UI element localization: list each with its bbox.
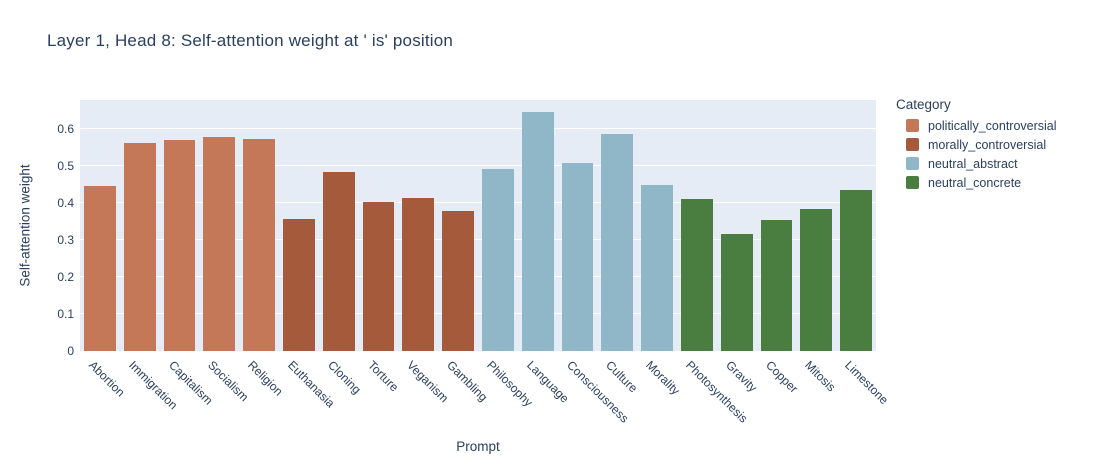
bar-socialism[interactable] — [203, 137, 236, 351]
y-axis-title-text: Self-attention weight — [17, 164, 33, 287]
bar-limestone[interactable] — [840, 190, 872, 351]
bar-veganism[interactable] — [402, 197, 435, 351]
gridline-0.3 — [80, 239, 876, 241]
legend-label-neutral_concrete: neutral_concrete — [928, 175, 1022, 190]
bar-immigration[interactable] — [123, 143, 156, 351]
bar-consciousness[interactable] — [561, 162, 594, 351]
legend-title: Category — [896, 97, 951, 112]
chart-title: Layer 1, Head 8: Self-attention weight a… — [47, 31, 454, 50]
bar-copper[interactable] — [760, 220, 793, 351]
y-tick-label-0.3: 0.3 — [57, 232, 74, 247]
legend-swatch-neutral_abstract — [906, 157, 919, 170]
bar-philosophy[interactable] — [481, 169, 514, 351]
legend-label-morally_controversial: morally_controversial — [928, 137, 1047, 152]
bar-photosynthesis[interactable] — [680, 198, 713, 351]
y-tick-label-0.6: 0.6 — [57, 121, 74, 136]
x-tick-label-torture: Torture — [364, 358, 401, 395]
legend-item-morally_controversial[interactable]: morally_controversial — [906, 137, 1057, 152]
gridline-0.4 — [80, 202, 876, 204]
legend-label-neutral_abstract: neutral_abstract — [928, 156, 1018, 171]
bar-cloning[interactable] — [322, 172, 355, 351]
zero-gridline — [80, 350, 876, 352]
y-tick-label-0.1: 0.1 — [57, 306, 74, 321]
bar-religion[interactable] — [243, 139, 275, 351]
x-axis-title: Prompt — [456, 439, 500, 454]
x-tick-label-abortion: Abortion — [85, 358, 128, 400]
x-tick-label-veganism: Veganism — [404, 358, 452, 406]
bar-abortion[interactable] — [83, 186, 116, 351]
x-tick-label-cloning: Cloning — [324, 358, 364, 397]
bar-torture[interactable] — [362, 202, 395, 351]
legend-item-neutral_concrete[interactable]: neutral_concrete — [906, 175, 1057, 190]
y-tick-label-0.5: 0.5 — [57, 158, 74, 173]
gridline-0.1 — [80, 313, 876, 315]
gridline-0.6 — [80, 128, 876, 130]
legend-label-politically_controversial: politically_controversial — [928, 118, 1057, 133]
x-tick-label-morality: Morality — [643, 358, 683, 398]
bar-capitalism[interactable] — [163, 140, 196, 351]
legend-swatch-neutral_concrete — [906, 176, 919, 189]
bar-culture[interactable] — [601, 134, 634, 351]
x-tick-label-gambling: Gambling — [444, 358, 491, 405]
legend-item-politically_controversial[interactable]: politically_controversial — [906, 118, 1057, 133]
legend-item-neutral_abstract[interactable]: neutral_abstract — [906, 156, 1057, 171]
x-tick-label-religion: Religion — [245, 358, 286, 399]
x-tick-label-copper: Copper — [762, 358, 801, 396]
bar-gambling[interactable] — [442, 211, 474, 351]
x-tick-label-culture: Culture — [603, 358, 641, 396]
bar-gravity[interactable] — [720, 234, 753, 351]
legend-swatch-morally_controversial — [906, 138, 919, 151]
bar-mitosis[interactable] — [800, 209, 833, 351]
gridline-0.2 — [80, 276, 876, 278]
y-tick-label-0: 0 — [67, 344, 74, 358]
bar-euthanasia[interactable] — [282, 218, 315, 351]
x-tick-label-gravity: Gravity — [722, 358, 760, 395]
y-tick-label-0.2: 0.2 — [57, 269, 74, 284]
x-tick-label-limestone: Limestone — [842, 358, 892, 408]
y-tick-label-0.4: 0.4 — [57, 195, 74, 210]
bar-morality[interactable] — [641, 184, 673, 351]
y-axis-title: Self-attention weight — [12, 100, 38, 351]
x-tick-label-mitosis: Mitosis — [802, 358, 839, 395]
gridline-0.5 — [80, 165, 876, 167]
legend-items: politically_controversial morally_controv… — [896, 118, 1057, 190]
bar-language[interactable] — [521, 111, 554, 351]
legend-swatch-politically_controversial — [906, 119, 919, 132]
